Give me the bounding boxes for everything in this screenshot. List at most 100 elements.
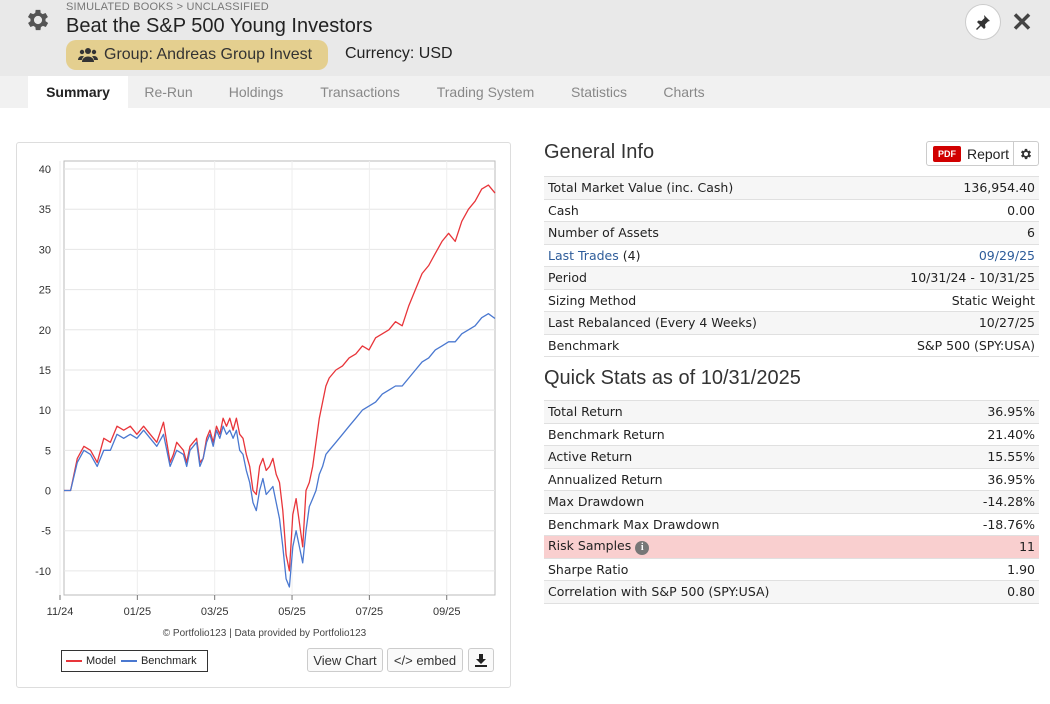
report-settings-button[interactable] bbox=[1013, 142, 1038, 165]
embed-button[interactable]: </> embed bbox=[387, 648, 463, 672]
table-row: Number of Assets 6 bbox=[544, 221, 1039, 244]
legend-benchmark-label: Benchmark bbox=[140, 655, 197, 667]
row-label: Benchmark Return bbox=[544, 422, 937, 446]
legend-benchmark[interactable]: Benchmark bbox=[120, 655, 197, 667]
series-line-model bbox=[64, 184, 496, 572]
y-tick-label: 15 bbox=[39, 365, 51, 377]
x-tick-label: 03/25 bbox=[201, 606, 229, 618]
row-label: Benchmark Max Drawdown bbox=[544, 512, 937, 536]
row-value: 0.80 bbox=[936, 580, 1039, 604]
table-row: Last Trades (4) 09/29/25 bbox=[544, 243, 1039, 267]
users-icon bbox=[78, 48, 98, 62]
table-row: Last Rebalanced (Every 4 Weeks) 10/27/25 bbox=[544, 311, 1039, 334]
y-tick-label: 25 bbox=[39, 285, 51, 297]
tab-re-run[interactable]: Re-Run bbox=[144, 84, 193, 100]
row-value: Static Weight bbox=[851, 288, 1039, 312]
table-row: Sharpe Ratio 1.90 bbox=[544, 557, 1039, 581]
download-icon bbox=[475, 653, 487, 667]
quick-stats-table: Total Return 36.95% Benchmark Return 21.… bbox=[544, 400, 1039, 604]
row-label: Risk Samples bbox=[548, 538, 632, 554]
row-value: 15.55% bbox=[936, 445, 1039, 468]
row-value: 0.00 bbox=[851, 198, 1039, 222]
chart-credit: © Portfolio123 | Data provided by Portfo… bbox=[162, 628, 367, 639]
row-label: Sharpe Ratio bbox=[544, 557, 937, 581]
y-tick-label: 0 bbox=[45, 486, 51, 498]
download-button[interactable] bbox=[468, 648, 494, 672]
close-icon: ✕ bbox=[1011, 7, 1033, 37]
pin-button[interactable] bbox=[965, 4, 1001, 40]
y-tick-label: 35 bbox=[39, 204, 51, 216]
legend-model-swatch bbox=[66, 660, 82, 662]
y-tick-label: -10 bbox=[35, 566, 51, 578]
row-value: 6 bbox=[851, 221, 1039, 244]
plot-area bbox=[63, 160, 496, 596]
y-tick-label: 5 bbox=[45, 445, 51, 457]
last-trades-count: (4) bbox=[622, 247, 641, 263]
gear-icon[interactable] bbox=[24, 6, 52, 34]
tab-trading-system[interactable]: Trading System bbox=[436, 84, 535, 100]
x-tick-label: 11/24 bbox=[47, 606, 74, 618]
table-row: Active Return 15.55% bbox=[544, 445, 1039, 468]
report-button[interactable]: PDF Report bbox=[926, 141, 1039, 166]
tab-holdings[interactable]: Holdings bbox=[228, 84, 284, 100]
row-value: 36.95% bbox=[936, 400, 1039, 423]
row-label: Number of Assets bbox=[544, 221, 852, 244]
legend-model-label: Model bbox=[86, 655, 116, 667]
table-row: Annualized Return 36.95% bbox=[544, 467, 1039, 491]
row-label: Period bbox=[544, 266, 852, 289]
group-badge[interactable]: Group: Andreas Group Invest bbox=[66, 40, 328, 70]
y-tick-label: -5 bbox=[41, 526, 51, 538]
row-value: 11 bbox=[936, 535, 1039, 558]
tab-transactions[interactable]: Transactions bbox=[320, 84, 400, 100]
table-row: Total Return 36.95% bbox=[544, 400, 1039, 423]
row-label: Total Return bbox=[544, 400, 937, 423]
x-tick-label: 05/25 bbox=[278, 606, 306, 618]
table-row: Cash 0.00 bbox=[544, 198, 1039, 222]
row-value: 36.95% bbox=[936, 467, 1039, 491]
row-label: Correlation with S&P 500 (SPY:USA) bbox=[544, 580, 937, 604]
row-value: S&P 500 (SPY:USA) bbox=[851, 333, 1039, 357]
close-button[interactable]: ✕ bbox=[1010, 8, 1034, 36]
breadcrumb[interactable]: SIMULATED BOOKS > UNCLASSIFIED bbox=[66, 1, 269, 13]
series-line-benchmark bbox=[64, 313, 496, 588]
view-chart-button[interactable]: View Chart bbox=[307, 648, 383, 672]
table-row: Benchmark S&P 500 (SPY:USA) bbox=[544, 333, 1039, 357]
last-trades-date-link[interactable]: 09/29/25 bbox=[978, 247, 1035, 263]
table-row: Total Market Value (inc. Cash) 136,954.4… bbox=[544, 176, 1039, 199]
group-label: Group: Andreas Group Invest bbox=[104, 46, 313, 63]
row-label-cell: Last Trades (4) bbox=[544, 243, 852, 267]
header: SIMULATED BOOKS > UNCLASSIFIED Beat the … bbox=[0, 0, 1050, 76]
row-label: Benchmark bbox=[544, 333, 852, 357]
row-label-cell: Risk Samples i bbox=[544, 535, 937, 558]
tab-bar: Summary Re-Run Holdings Transactions Tra… bbox=[0, 76, 1050, 108]
y-tick-label: 10 bbox=[39, 405, 51, 417]
y-tick-label: 30 bbox=[39, 244, 51, 256]
quick-stats-title: Quick Stats as of 10/31/2025 bbox=[544, 367, 801, 389]
table-row: Benchmark Return 21.40% bbox=[544, 422, 1039, 446]
table-row: Max Drawdown -14.28% bbox=[544, 490, 1039, 513]
table-row: Benchmark Max Drawdown -18.76% bbox=[544, 512, 1039, 536]
general-info-title: General Info bbox=[544, 141, 655, 163]
tab-charts[interactable]: Charts bbox=[663, 84, 705, 100]
currency-label: Currency: USD bbox=[345, 45, 453, 62]
row-label: Last Rebalanced (Every 4 Weeks) bbox=[544, 311, 852, 334]
y-tick-label: 40 bbox=[39, 164, 51, 176]
report-label: Report bbox=[967, 145, 1010, 162]
row-label: Annualized Return bbox=[544, 467, 937, 491]
row-value: -14.28% bbox=[936, 490, 1039, 513]
tab-statistics[interactable]: Statistics bbox=[570, 84, 627, 100]
tab-summary[interactable]: Summary bbox=[28, 76, 128, 108]
performance-chart[interactable]: 40 35 30 25 20 15 10 5 0 -5 -10 11/24 01/25 03/25 05/2… bbox=[17, 143, 512, 623]
row-value: 10/27/25 bbox=[851, 311, 1039, 334]
page-title: Beat the S&P 500 Young Investors bbox=[66, 15, 373, 37]
row-label: Total Market Value (inc. Cash) bbox=[544, 176, 852, 199]
row-value: 136,954.40 bbox=[851, 176, 1039, 199]
legend-model[interactable]: Model bbox=[66, 655, 116, 667]
pin-icon bbox=[976, 15, 990, 30]
x-tick-label: 07/25 bbox=[356, 606, 384, 618]
row-value: -18.76% bbox=[936, 512, 1039, 536]
table-row-warning: Risk Samples i 11 bbox=[544, 535, 1039, 558]
row-value: 21.40% bbox=[936, 422, 1039, 446]
info-icon[interactable]: i bbox=[635, 541, 650, 556]
last-trades-link[interactable]: Last Trades bbox=[548, 247, 619, 263]
